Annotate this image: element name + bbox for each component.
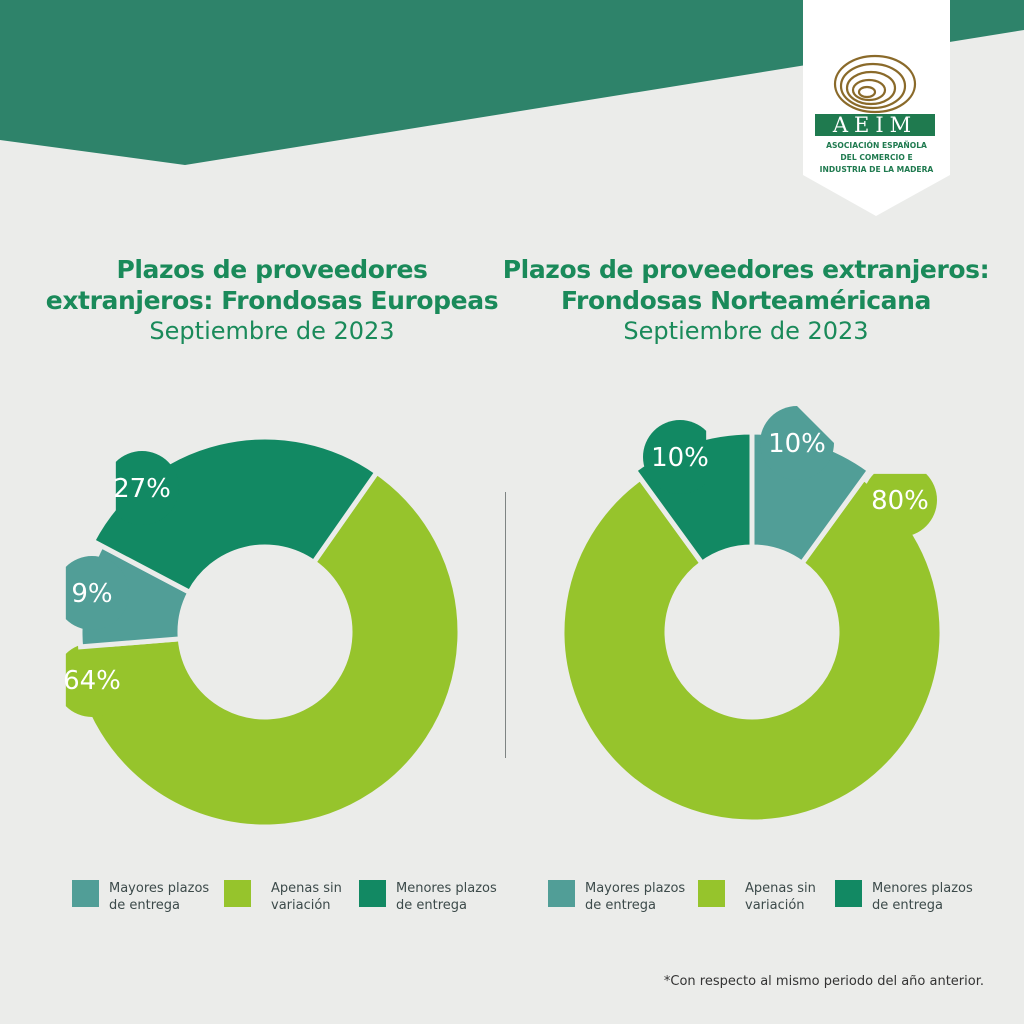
legend-item-menores: Menores plazos de entrega (359, 880, 506, 914)
legend-swatch (548, 880, 575, 907)
label-bubble-apenas (863, 473, 937, 537)
legend-item-mayores: Mayores plazos de entrega (548, 880, 695, 914)
legend-swatch (835, 880, 862, 907)
logo-wordmark: AEIM (832, 113, 918, 137)
legend-label: Apenas sin variación (745, 881, 816, 913)
donut-slice-apenas (559, 474, 945, 825)
legend-swatch (359, 880, 386, 907)
legend-item-apenas: Apenas sin variación (698, 880, 855, 914)
data-label-mayores: 9% (71, 579, 112, 609)
subtitle-right: Septiembre de 2023 (623, 317, 869, 345)
donut-chart-norteamericana: 80% 10% 10% (490, 400, 1002, 840)
banner-shape (0, 0, 1024, 165)
footnote: *Con respecto al mismo periodo del año a… (663, 974, 984, 989)
logo-line-1: ASOCIACIÓN ESPAÑOLA (826, 141, 927, 150)
label-bubble-apenas (65, 643, 129, 717)
label-bubble-mayores (760, 406, 834, 480)
legend-swatch (224, 880, 251, 907)
legend-label: Menores plazos de entrega (872, 881, 973, 913)
data-label-apenas: 64% (63, 666, 121, 696)
label-bubble-menores (115, 451, 179, 525)
legend-label: Apenas sin variación (271, 881, 342, 913)
data-label-menores: 27% (113, 474, 171, 504)
chart-title-right: Plazos de proveedores extranjeros: Frond… (486, 254, 1006, 347)
donut-slice-apenas (67, 468, 463, 830)
data-label-menores: 10% (651, 443, 709, 473)
label-bubble-mayores (65, 556, 129, 630)
legend-label: Mayores plazos de entrega (585, 881, 686, 913)
data-label-apenas: 80% (871, 486, 929, 516)
legend-right: Mayores plazos de entrega Apenas sin varia… (548, 880, 1024, 920)
legend-left: Mayores plazos de entrega Apenas sin varia… (72, 880, 572, 920)
title-right-line-2: Frondosas Norteaméricana (560, 286, 932, 315)
legend-item-mayores: Mayores plazos de entrega (72, 880, 219, 914)
legend-swatch (72, 880, 99, 907)
legend-item-menores: Menores plazos de entrega (835, 880, 982, 914)
logo-line-3: INDUSTRIA DE LA MADERA (819, 165, 934, 174)
chart-divider (505, 492, 506, 758)
legend-item-apenas: Apenas sin variación (224, 880, 381, 914)
logo-line-2: DEL COMERCIO E (840, 153, 913, 162)
label-bubble-menores (643, 420, 707, 494)
legend-label: Menores plazos de entrega (396, 881, 497, 913)
aeim-logo: AEIM ASOCIACIÓN ESPAÑOLA DEL COMERCIO E … (803, 0, 950, 216)
title-left-line-1: Plazos de proveedores (116, 255, 428, 284)
title-right-line-1: Plazos de proveedores extranjeros: (502, 255, 990, 284)
data-label-mayores: 10% (768, 429, 826, 459)
subtitle-left: Septiembre de 2023 (149, 317, 395, 345)
donut-chart-europeas: 64% 9% 27% (0, 400, 512, 840)
title-left-line-2: extranjeros: Frondosas Europeas (45, 286, 499, 315)
chart-title-left: Plazos de proveedores extranjeros: Frond… (12, 254, 532, 347)
legend-swatch (698, 880, 725, 907)
legend-label: Mayores plazos de entrega (109, 881, 210, 913)
